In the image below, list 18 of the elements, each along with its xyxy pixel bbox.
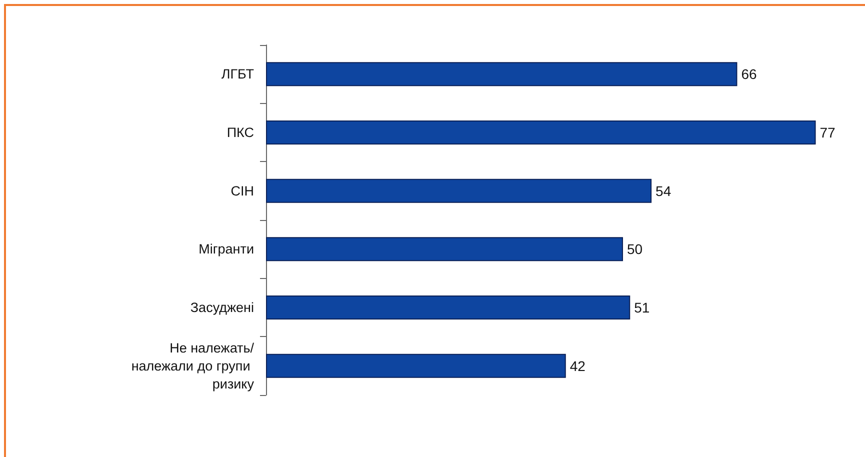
- data-label: 42: [570, 358, 586, 374]
- bar: [266, 354, 566, 378]
- bar: [266, 120, 816, 144]
- y-tick-label: ПКС: [226, 125, 254, 140]
- y-tick-label: Засуджені: [190, 300, 254, 315]
- data-label: 66: [741, 66, 758, 82]
- y-tick-label: ЛГБТ: [221, 66, 254, 82]
- bar: [266, 62, 738, 86]
- y-tick-label: СІН: [230, 183, 254, 198]
- data-label: 54: [656, 182, 672, 199]
- data-label: 50: [626, 241, 643, 258]
- data-label: 77: [820, 124, 836, 140]
- y-tick-label: Мігранти: [198, 242, 254, 257]
- bar: [266, 178, 652, 203]
- y-tick-label: Не належать/належали до групи ризику: [131, 340, 254, 392]
- data-label: 51: [634, 300, 650, 316]
- bar: [266, 237, 623, 262]
- bar: [266, 296, 630, 320]
